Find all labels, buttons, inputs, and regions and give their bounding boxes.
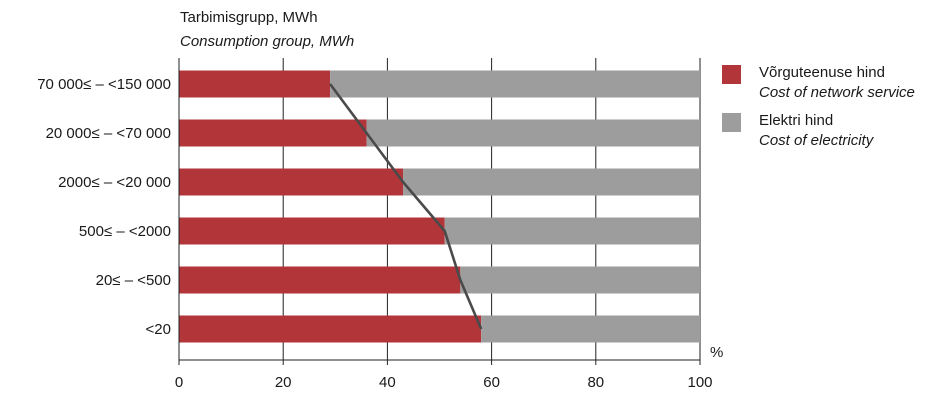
legend-label-electricity-en: Cost of electricity [759, 132, 874, 149]
category-label-2: 2000≤ – <20 000 [58, 174, 171, 191]
bar-network-service-4 [179, 266, 461, 294]
bar-electricity-4 [460, 266, 700, 294]
category-label-1: 20 000≤ – <70 000 [46, 125, 171, 142]
bar-network-service-5 [179, 315, 482, 343]
y-axis-title-en: Consumption group, MWh [180, 33, 355, 50]
bar-electricity-5 [481, 315, 700, 343]
category-label-0: 70 000≤ – <150 000 [37, 76, 171, 93]
legend-label-network-service-en: Cost of network service [759, 84, 915, 101]
legend-swatch-electricity [722, 113, 741, 132]
bar-electricity-1 [366, 119, 700, 147]
x-tick-label-3: 60 [483, 374, 500, 391]
category-label-3: 500≤ – <2000 [79, 223, 171, 240]
y-axis-title: Tarbimisgrupp, MWh [180, 9, 318, 26]
x-tick-label-5: 100 [687, 374, 712, 391]
x-unit-label: % [710, 344, 723, 361]
x-tick-label-1: 20 [275, 374, 292, 391]
bar-network-service-1 [179, 119, 367, 147]
category-label-4: 20≤ – <500 [96, 272, 171, 289]
legend-label-network-service: Võrguteenuse hind [759, 64, 885, 81]
legend-swatch-network-service [722, 65, 741, 84]
bar-electricity-2 [403, 168, 700, 196]
bar-network-service-3 [179, 217, 445, 245]
bar-network-service-2 [179, 168, 404, 196]
category-label-5: <20 [146, 321, 171, 338]
bar-network-service-0 [179, 70, 331, 98]
connector-line [329, 83, 483, 330]
legend-label-electricity: Elektri hind [759, 112, 834, 129]
bar-electricity-3 [444, 217, 700, 245]
x-tick-label-2: 40 [379, 374, 396, 391]
x-tick-label-0: 0 [175, 374, 183, 391]
bar-electricity-0 [330, 70, 700, 98]
x-tick-label-4: 80 [587, 374, 604, 391]
